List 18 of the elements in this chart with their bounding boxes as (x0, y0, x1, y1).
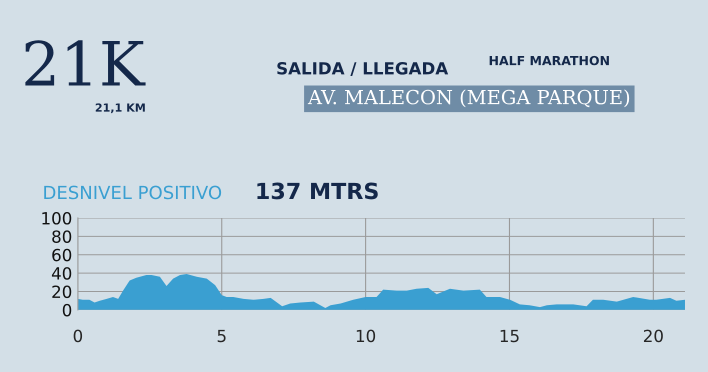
text: DESNIVEL POSITIVO (44, 186, 222, 200)
y-tick-label: 100 (42, 212, 72, 225)
y-tick-label: 60 (52, 248, 72, 262)
x-tick-label: 0 (74, 330, 82, 342)
text: 21,1 KM (96, 103, 145, 114)
text: HALF MARATHON (490, 56, 609, 66)
y-tick-label: 0 (62, 304, 72, 316)
chart-title: 21K (25, 40, 146, 86)
y-tick-label: 80 (52, 230, 72, 243)
x-tick-label: 20 (644, 330, 663, 342)
x-tick-label: 10 (356, 330, 376, 342)
x-tick-label: 15 (500, 330, 519, 342)
x-tick-label: 5 (218, 330, 226, 342)
y-tick-label: 20 (52, 285, 72, 298)
text: AV. MALECON (MEGA PARQUE) (308, 89, 630, 108)
text: 137 MTRS (257, 182, 378, 200)
y-tick-label: 40 (52, 267, 72, 280)
text: SALIDA / LLEGADA (277, 62, 448, 76)
